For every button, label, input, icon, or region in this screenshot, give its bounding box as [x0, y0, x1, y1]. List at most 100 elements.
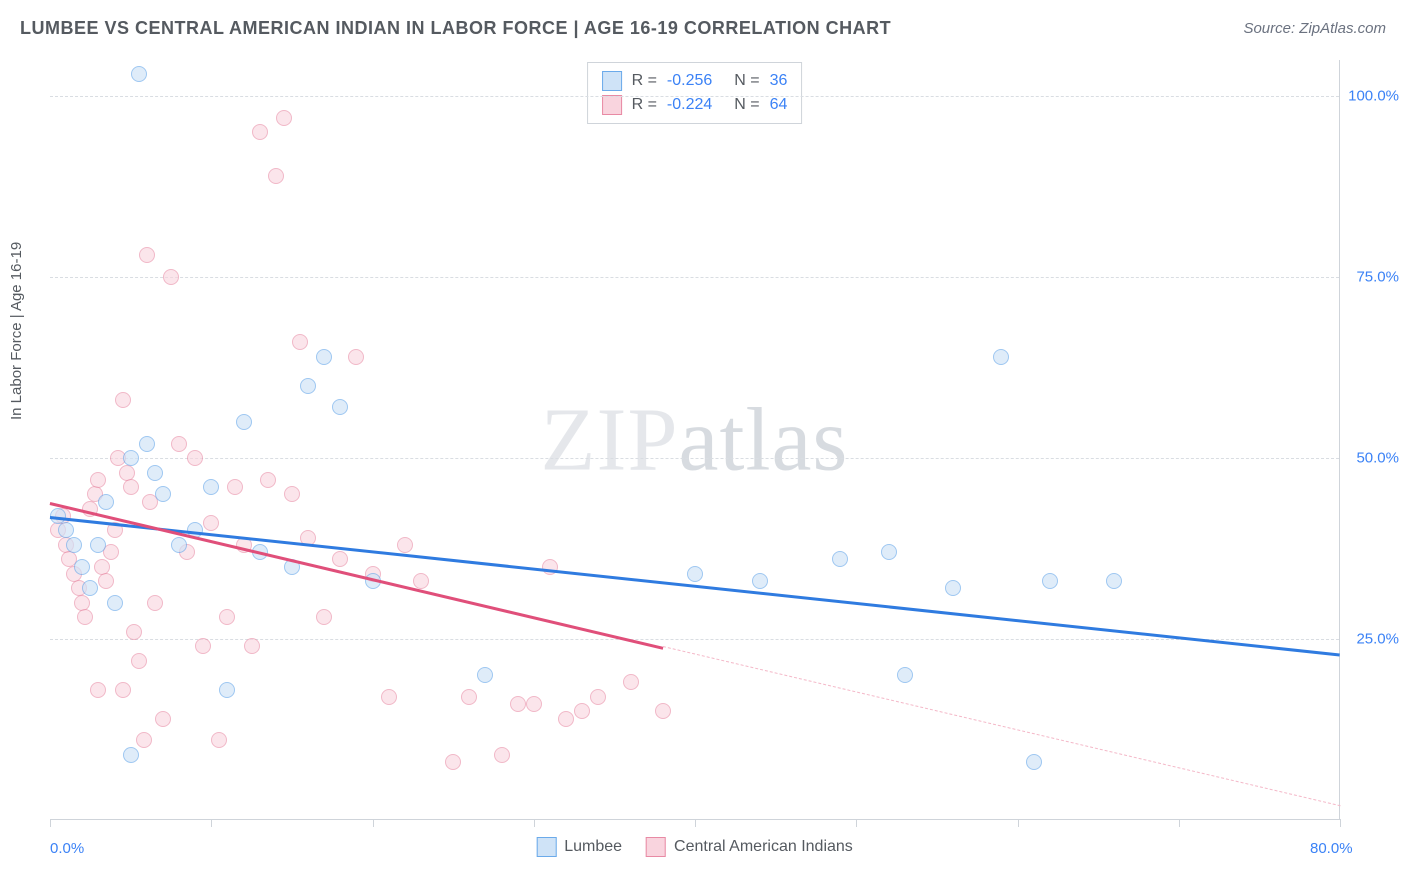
legend-swatch — [602, 71, 622, 91]
data-point — [752, 573, 768, 589]
data-point — [171, 537, 187, 553]
legend-label: Central American Indians — [674, 838, 853, 856]
data-point — [590, 689, 606, 705]
data-point — [268, 168, 284, 184]
stat-r-value: -0.256 — [667, 72, 712, 90]
data-point — [397, 537, 413, 553]
trend-line — [50, 516, 1340, 656]
grid-line — [50, 639, 1339, 640]
data-point — [139, 436, 155, 452]
x-tick-label: 0.0% — [50, 840, 84, 857]
data-point — [195, 638, 211, 654]
y-axis-label: In Labor Force | Age 16-19 — [8, 242, 25, 420]
x-tick-label: 80.0% — [1310, 840, 1353, 857]
data-point — [244, 638, 260, 654]
grid-line — [50, 458, 1339, 459]
data-point — [445, 754, 461, 770]
y-tick-label: 75.0% — [1356, 269, 1399, 286]
data-point — [187, 450, 203, 466]
data-point — [348, 349, 364, 365]
data-point — [123, 479, 139, 495]
data-point — [494, 747, 510, 763]
x-tick — [856, 819, 857, 827]
data-point — [260, 472, 276, 488]
data-point — [203, 515, 219, 531]
data-point — [993, 349, 1009, 365]
data-point — [74, 595, 90, 611]
series-legend: Lumbee Central American Indians — [536, 837, 853, 857]
legend-item: Lumbee — [536, 837, 622, 857]
data-point — [74, 559, 90, 575]
data-point — [292, 334, 308, 350]
chart-title: LUMBEE VS CENTRAL AMERICAN INDIAN IN LAB… — [20, 18, 891, 39]
x-tick — [50, 819, 51, 827]
data-point — [211, 732, 227, 748]
legend-swatch — [602, 95, 622, 115]
data-point — [1042, 573, 1058, 589]
grid-line — [50, 96, 1339, 97]
data-point — [300, 378, 316, 394]
data-point — [155, 486, 171, 502]
data-point — [881, 544, 897, 560]
source-attribution: Source: ZipAtlas.com — [1243, 20, 1386, 37]
data-point — [381, 689, 397, 705]
data-point — [58, 522, 74, 538]
grid-line — [50, 277, 1339, 278]
x-tick — [534, 819, 535, 827]
x-tick — [373, 819, 374, 827]
data-point — [461, 689, 477, 705]
data-point — [123, 450, 139, 466]
data-point — [119, 465, 135, 481]
data-point — [316, 609, 332, 625]
data-point — [171, 436, 187, 452]
trend-line-dashed — [663, 646, 1340, 806]
data-point — [77, 609, 93, 625]
data-point — [139, 247, 155, 263]
data-point — [252, 124, 268, 140]
stat-n-value: 36 — [770, 72, 788, 90]
data-point — [115, 682, 131, 698]
data-point — [115, 392, 131, 408]
data-point — [98, 494, 114, 510]
data-point — [558, 711, 574, 727]
data-point — [227, 479, 243, 495]
data-point — [131, 653, 147, 669]
data-point — [219, 609, 235, 625]
data-point — [510, 696, 526, 712]
data-point — [284, 486, 300, 502]
stat-r-label: R = — [632, 72, 657, 90]
x-tick — [211, 819, 212, 827]
data-point — [131, 66, 147, 82]
data-point — [1106, 573, 1122, 589]
legend-label: Lumbee — [564, 838, 622, 856]
data-point — [687, 566, 703, 582]
data-point — [332, 399, 348, 415]
legend-swatch — [646, 837, 666, 857]
data-point — [155, 711, 171, 727]
data-point — [123, 747, 139, 763]
x-tick — [1179, 819, 1180, 827]
data-point — [98, 573, 114, 589]
data-point — [477, 667, 493, 683]
data-point — [832, 551, 848, 567]
data-point — [526, 696, 542, 712]
data-point — [90, 472, 106, 488]
data-point — [945, 580, 961, 596]
data-point — [276, 110, 292, 126]
x-tick — [695, 819, 696, 827]
data-point — [316, 349, 332, 365]
data-point — [147, 595, 163, 611]
stat-r-label: R = — [632, 96, 657, 114]
data-point — [203, 479, 219, 495]
data-point — [82, 580, 98, 596]
data-point — [126, 624, 142, 640]
data-point — [655, 703, 671, 719]
data-point — [90, 537, 106, 553]
legend-item: Central American Indians — [646, 837, 853, 857]
trend-line — [50, 502, 663, 649]
correlation-stats-legend: R = -0.256N = 36R = -0.224N = 64 — [587, 62, 803, 124]
scatter-plot: ZIPatlas R = -0.256N = 36R = -0.224N = 6… — [50, 60, 1340, 820]
x-tick — [1018, 819, 1019, 827]
data-point — [90, 682, 106, 698]
data-point — [236, 414, 252, 430]
